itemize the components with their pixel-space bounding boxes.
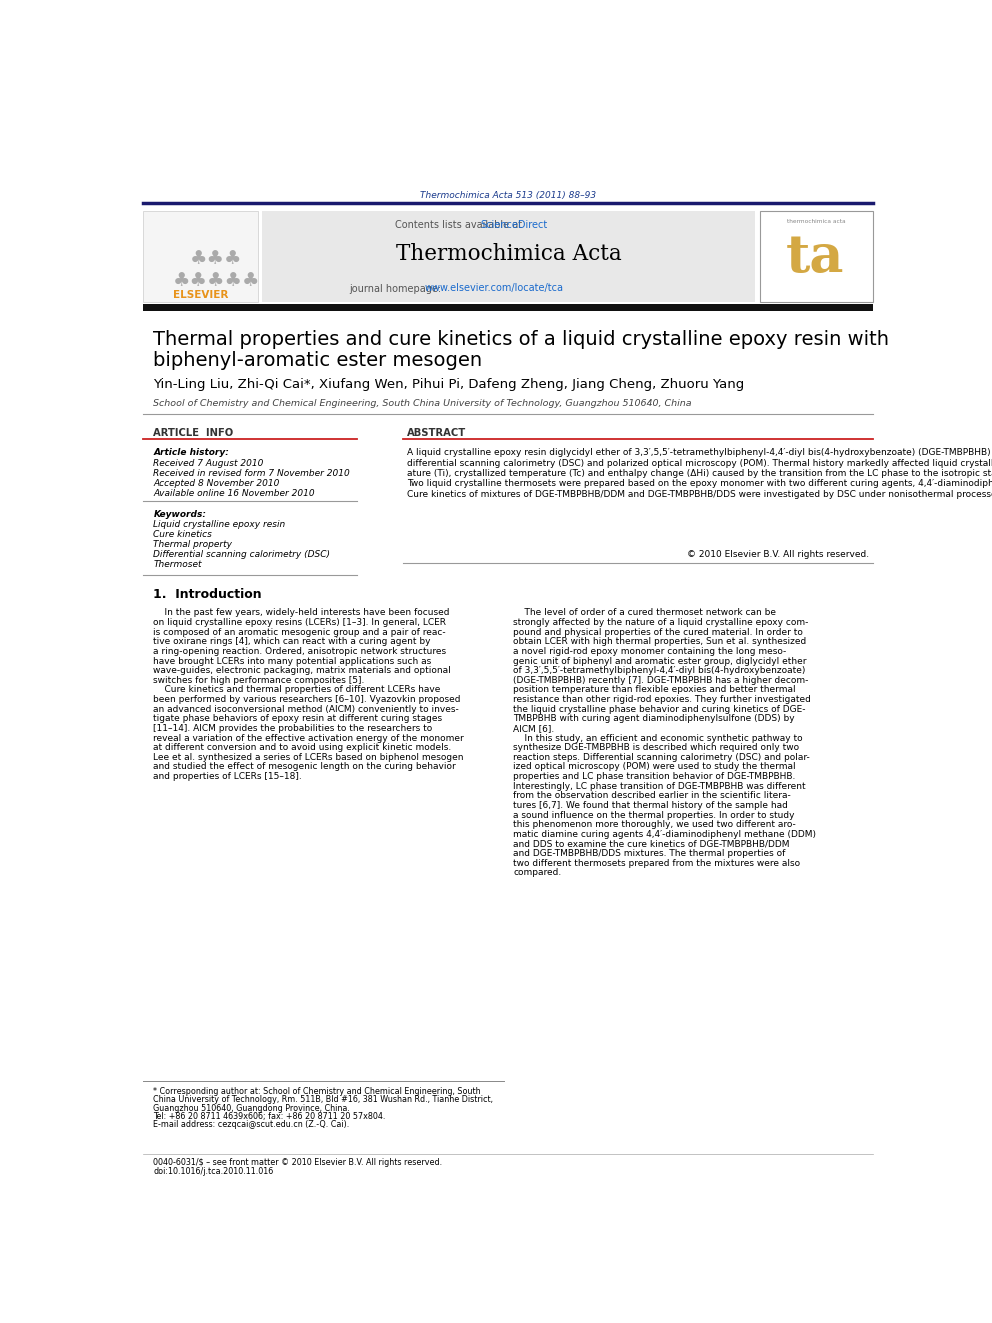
Text: Yin-Ling Liu, Zhi-Qi Cai*, Xiufang Wen, Pihui Pi, Dafeng Zheng, Jiang Cheng, Zhu: Yin-Ling Liu, Zhi-Qi Cai*, Xiufang Wen, … (154, 378, 745, 392)
Text: the liquid crystalline phase behavior and curing kinetics of DGE-: the liquid crystalline phase behavior an… (513, 705, 806, 713)
Text: thermochimica acta: thermochimica acta (787, 218, 845, 224)
Text: 1.  Introduction: 1. Introduction (154, 589, 262, 602)
Text: (DGE-TMBPBHB) recently [7]. DGE-TMBPBHB has a higher decom-: (DGE-TMBPBHB) recently [7]. DGE-TMBPBHB … (513, 676, 808, 685)
Text: Cure kinetics: Cure kinetics (154, 531, 212, 538)
Text: ta: ta (786, 232, 844, 283)
Text: at different conversion and to avoid using explicit kinetic models.: at different conversion and to avoid usi… (154, 744, 451, 753)
Text: a sound influence on the thermal properties. In order to study: a sound influence on the thermal propert… (513, 811, 795, 819)
Text: ized optical microscopy (POM) were used to study the thermal: ized optical microscopy (POM) were used … (513, 762, 796, 771)
Text: ELSEVIER: ELSEVIER (173, 290, 228, 300)
Text: Thermoset: Thermoset (154, 560, 202, 569)
Text: * Corresponding author at: School of Chemistry and Chemical Engineering, South: * Corresponding author at: School of Che… (154, 1086, 481, 1095)
Bar (144, 212, 258, 302)
Text: an advanced isoconversional method (AICM) conveniently to inves-: an advanced isoconversional method (AICM… (154, 705, 459, 713)
Text: In the past few years, widely-held interests have been focused: In the past few years, widely-held inter… (154, 609, 450, 618)
Text: been performed by various researchers [6–10]. Vyazovkin proposed: been performed by various researchers [6… (154, 695, 461, 704)
Text: differential scanning calorimetry (DSC) and polarized optical microscopy (POM). : differential scanning calorimetry (DSC) … (407, 459, 992, 467)
Text: ARTICLE  INFO: ARTICLE INFO (154, 429, 234, 438)
Text: www.elsevier.com/locate/tca: www.elsevier.com/locate/tca (425, 283, 563, 294)
Text: this phenomenon more thoroughly, we used two different aro-: this phenomenon more thoroughly, we used… (513, 820, 796, 830)
Text: Thermal properties and cure kinetics of a liquid crystalline epoxy resin with: Thermal properties and cure kinetics of … (154, 329, 890, 349)
Text: ♣♣♣
♣♣♣♣♣: ♣♣♣ ♣♣♣♣♣ (173, 250, 260, 291)
Text: Tel: +86 20 8711 4639x606; fax: +86 20 8711 20 57x804.: Tel: +86 20 8711 4639x606; fax: +86 20 8… (154, 1113, 386, 1121)
Bar (144, 303, 873, 311)
Text: reaction steps. Differential scanning calorimetry (DSC) and polar-: reaction steps. Differential scanning ca… (513, 753, 809, 762)
Text: Guangzhou 510640, Guangdong Province, China.: Guangzhou 510640, Guangdong Province, Ch… (154, 1103, 350, 1113)
Text: Thermochimica Acta: Thermochimica Acta (396, 243, 621, 266)
Text: a ring-opening reaction. Ordered, anisotropic network structures: a ring-opening reaction. Ordered, anisot… (154, 647, 446, 656)
Text: Article history:: Article history: (154, 448, 229, 458)
Text: China University of Technology, Rm. 511B, Bld #16, 381 Wushan Rd., Tianhe Distri: China University of Technology, Rm. 511B… (154, 1095, 493, 1105)
Text: Thermochimica Acta 513 (2011) 88–93: Thermochimica Acta 513 (2011) 88–93 (421, 191, 596, 200)
Bar (760, 212, 873, 302)
Text: ScienceDirect: ScienceDirect (480, 221, 548, 230)
Text: doi:10.1016/j.tca.2010.11.016: doi:10.1016/j.tca.2010.11.016 (154, 1167, 274, 1176)
Text: and properties of LCERs [15–18].: and properties of LCERs [15–18]. (154, 773, 303, 781)
Text: resistance than other rigid-rod epoxies. They further investigated: resistance than other rigid-rod epoxies.… (513, 695, 810, 704)
Text: tures [6,7]. We found that thermal history of the sample had: tures [6,7]. We found that thermal histo… (513, 800, 788, 810)
Text: matic diamine curing agents 4,4′-diaminodiphenyl methane (DDM): matic diamine curing agents 4,4′-diamino… (513, 830, 816, 839)
Text: obtain LCER with high thermal properties, Sun et al. synthesized: obtain LCER with high thermal properties… (513, 638, 806, 647)
Text: genic unit of biphenyl and aromatic ester group, diglycidyl ether: genic unit of biphenyl and aromatic este… (513, 656, 806, 665)
Text: Accepted 8 November 2010: Accepted 8 November 2010 (154, 479, 280, 488)
Text: a novel rigid-rod epoxy monomer containing the long meso-: a novel rigid-rod epoxy monomer containi… (513, 647, 787, 656)
Text: have brought LCERs into many potential applications such as: have brought LCERs into many potential a… (154, 656, 432, 665)
Text: Cure kinetics and thermal properties of different LCERs have: Cure kinetics and thermal properties of … (154, 685, 440, 695)
Text: 0040-6031/$ – see front matter © 2010 Elsevier B.V. All rights reserved.: 0040-6031/$ – see front matter © 2010 El… (154, 1158, 442, 1167)
Text: two different thermosets prepared from the mixtures were also: two different thermosets prepared from t… (513, 859, 801, 868)
Text: Cure kinetics of mixtures of DGE-TMBPBHB/DDM and DGE-TMBPBHB/DDS were investigat: Cure kinetics of mixtures of DGE-TMBPBHB… (407, 490, 992, 499)
Text: compared.: compared. (513, 868, 561, 877)
Bar (262, 212, 755, 302)
Text: School of Chemistry and Chemical Engineering, South China University of Technolo: School of Chemistry and Chemical Enginee… (154, 400, 692, 407)
Text: Received in revised form 7 November 2010: Received in revised form 7 November 2010 (154, 470, 350, 478)
Text: on liquid crystalline epoxy resins (LCERs) [1–3]. In general, LCER: on liquid crystalline epoxy resins (LCER… (154, 618, 446, 627)
Text: position temperature than flexible epoxies and better thermal: position temperature than flexible epoxi… (513, 685, 796, 695)
Text: and DDS to examine the cure kinetics of DGE-TMBPBHB/DDM: and DDS to examine the cure kinetics of … (513, 839, 790, 848)
Text: A liquid crystalline epoxy resin diglycidyl ether of 3,3′,5,5′-tetramethylbiphen: A liquid crystalline epoxy resin diglyci… (407, 448, 992, 458)
Text: and studied the effect of mesogenic length on the curing behavior: and studied the effect of mesogenic leng… (154, 762, 456, 771)
Text: [11–14]. AICM provides the probabilities to the researchers to: [11–14]. AICM provides the probabilities… (154, 724, 433, 733)
Text: In this study, an efficient and economic synthetic pathway to: In this study, an efficient and economic… (513, 733, 803, 742)
Text: Keywords:: Keywords: (154, 509, 206, 519)
Text: ature (Ti), crystallized temperature (Tc) and enthalpy change (ΔHi) caused by th: ature (Ti), crystallized temperature (Tc… (407, 470, 992, 478)
Text: TMBPBHB with curing agent diaminodiphenylsulfone (DDS) by: TMBPBHB with curing agent diaminodipheny… (513, 714, 795, 724)
Text: Available online 16 November 2010: Available online 16 November 2010 (154, 490, 315, 497)
Text: synthesize DGE-TMBPBHB is described which required only two: synthesize DGE-TMBPBHB is described whic… (513, 744, 800, 753)
Text: switches for high performance composites [5].: switches for high performance composites… (154, 676, 365, 685)
Text: pound and physical properties of the cured material. In order to: pound and physical properties of the cur… (513, 627, 803, 636)
Text: Interestingly, LC phase transition of DGE-TMBPBHB was different: Interestingly, LC phase transition of DG… (513, 782, 806, 791)
Text: E-mail address: cezqcai@scut.edu.cn (Z.-Q. Cai).: E-mail address: cezqcai@scut.edu.cn (Z.-… (154, 1121, 350, 1130)
Text: reveal a variation of the effective activation energy of the monomer: reveal a variation of the effective acti… (154, 733, 464, 742)
Text: Contents lists available at: Contents lists available at (395, 221, 526, 230)
Text: and DGE-TMBPBHB/DDS mixtures. The thermal properties of: and DGE-TMBPBHB/DDS mixtures. The therma… (513, 849, 786, 859)
Text: AICM [6].: AICM [6]. (513, 724, 555, 733)
Text: strongly affected by the nature of a liquid crystalline epoxy com-: strongly affected by the nature of a liq… (513, 618, 808, 627)
Text: of 3,3′,5,5′-tetramethylbiphenyl-4,4′-diyl bis(4-hydroxybenzoate): of 3,3′,5,5′-tetramethylbiphenyl-4,4′-di… (513, 667, 806, 675)
Text: biphenyl-aromatic ester mesogen: biphenyl-aromatic ester mesogen (154, 352, 482, 370)
Text: ABSTRACT: ABSTRACT (407, 429, 466, 438)
Text: Lee et al. synthesized a series of LCERs based on biphenol mesogen: Lee et al. synthesized a series of LCERs… (154, 753, 464, 762)
Text: The level of order of a cured thermoset network can be: The level of order of a cured thermoset … (513, 609, 776, 618)
Text: Thermal property: Thermal property (154, 540, 232, 549)
Text: © 2010 Elsevier B.V. All rights reserved.: © 2010 Elsevier B.V. All rights reserved… (687, 550, 870, 558)
Text: Liquid crystalline epoxy resin: Liquid crystalline epoxy resin (154, 520, 286, 529)
Text: Two liquid crystalline thermosets were prepared based on the epoxy monomer with : Two liquid crystalline thermosets were p… (407, 479, 992, 488)
Text: tigate phase behaviors of epoxy resin at different curing stages: tigate phase behaviors of epoxy resin at… (154, 714, 442, 724)
Text: tive oxirane rings [4], which can react with a curing agent by: tive oxirane rings [4], which can react … (154, 638, 431, 647)
Text: is composed of an aromatic mesogenic group and a pair of reac-: is composed of an aromatic mesogenic gro… (154, 627, 446, 636)
Text: wave-guides, electronic packaging, matrix materials and optional: wave-guides, electronic packaging, matri… (154, 667, 451, 675)
Text: Received 7 August 2010: Received 7 August 2010 (154, 459, 264, 468)
Text: from the observation described earlier in the scientific litera-: from the observation described earlier i… (513, 791, 791, 800)
Text: journal homepage:: journal homepage: (349, 283, 444, 294)
Text: Differential scanning calorimetry (DSC): Differential scanning calorimetry (DSC) (154, 550, 330, 558)
Text: properties and LC phase transition behavior of DGE-TMBPBHB.: properties and LC phase transition behav… (513, 773, 796, 781)
